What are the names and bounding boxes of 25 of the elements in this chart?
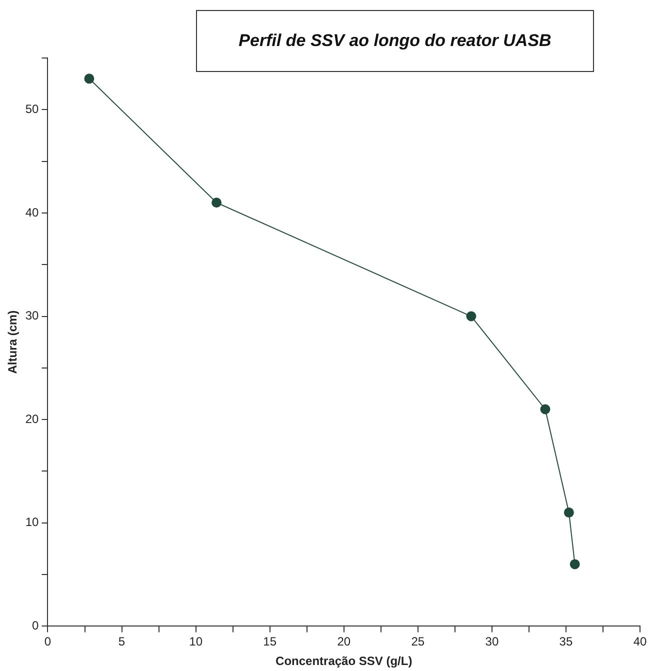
y-axis-title: Altura (cm) xyxy=(6,310,20,374)
x-tick-label: 0 xyxy=(44,634,52,649)
point xyxy=(540,404,550,414)
point xyxy=(212,198,222,208)
x-tick-label: 40 xyxy=(633,634,647,649)
x-tick-label: 10 xyxy=(189,634,203,649)
y-tick-label: 10 xyxy=(25,515,40,530)
x-tick-label: 15 xyxy=(263,634,277,649)
point xyxy=(564,508,574,518)
point xyxy=(570,559,580,570)
x-axis-title: Concentração SSV (g/L) xyxy=(276,654,412,668)
x-tick-label: 30 xyxy=(485,634,499,649)
title-frame: Perfil de SSV ao longo do reator UASB xyxy=(196,10,594,72)
x-tick-label: 5 xyxy=(118,634,126,649)
chart-title: Perfil de SSV ao longo do reator UASB xyxy=(238,31,552,51)
y-tick-label: 20 xyxy=(25,412,40,426)
y-tick-label: 30 xyxy=(25,308,40,323)
x-tick-label: 20 xyxy=(337,634,351,649)
point xyxy=(466,311,476,322)
x-tick-label: 35 xyxy=(559,634,573,649)
y-tick-label: 50 xyxy=(25,102,40,116)
point xyxy=(84,74,94,84)
y-tick-label: 40 xyxy=(25,205,40,220)
x-tick-label: 25 xyxy=(411,634,425,649)
y-tick-label: 0 xyxy=(32,618,40,633)
